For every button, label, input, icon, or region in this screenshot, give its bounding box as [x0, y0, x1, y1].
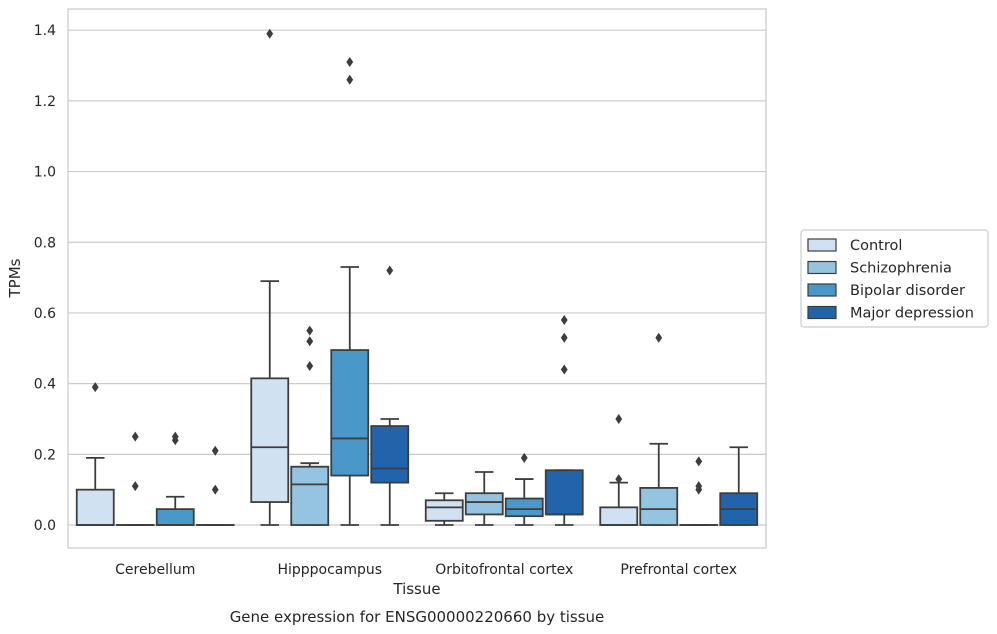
- outlier-point: [615, 474, 623, 485]
- outlier-point: [695, 456, 703, 467]
- outlier-point: [346, 57, 354, 68]
- outlier-point: [346, 74, 354, 85]
- y-tick-label: 0.0: [34, 518, 56, 534]
- box-major-depression: [719, 446, 759, 526]
- box-body: [155, 508, 195, 526]
- outlier-point: [306, 336, 314, 347]
- legend-label: Bipolar disorder: [850, 283, 965, 299]
- x-tick-label: Hipppocampus: [277, 562, 382, 578]
- box-body: [250, 377, 290, 503]
- outlier-point: [211, 484, 219, 495]
- box-control: [599, 413, 639, 526]
- box-plot-marks: [75, 28, 759, 526]
- box-body: [370, 425, 410, 484]
- box-body: [639, 487, 679, 526]
- outlier-point: [306, 325, 314, 336]
- x-tick-label: Prefrontal cortex: [620, 562, 737, 578]
- box-bipolar-disorder: [330, 57, 370, 526]
- outlier-point: [560, 364, 568, 375]
- outlier-point: [520, 452, 528, 463]
- x-axis-ticks: Cerebellum Hipppocampus Orbitofrontal cort…: [115, 562, 737, 578]
- y-tick-label: 1.2: [34, 94, 56, 110]
- y-axis-title: TPMs: [6, 258, 24, 298]
- box-schizophrenia: [639, 332, 679, 526]
- box-control: [424, 492, 464, 526]
- outlier-point: [131, 481, 139, 492]
- box-body: [544, 469, 584, 516]
- outlier-point: [171, 431, 179, 442]
- outlier-point: [266, 28, 274, 39]
- box-schizophrenia: [290, 325, 330, 526]
- y-tick-label: 0.8: [34, 235, 56, 251]
- gridlines: [68, 29, 766, 526]
- box-control: [75, 382, 115, 526]
- box-major-depression: [370, 265, 410, 526]
- box-body: [424, 499, 464, 522]
- y-tick-label: 0.4: [34, 377, 56, 393]
- legend-swatch: [807, 260, 837, 275]
- y-axis-ticks: 0.0 0.2 0.4 0.6 0.8 1.0 1.2 1.4: [34, 23, 56, 534]
- outlier-point: [91, 382, 99, 393]
- y-tick-label: 0.2: [34, 447, 56, 463]
- box-body: [330, 349, 370, 477]
- outlier-point: [306, 360, 314, 371]
- box-control: [250, 28, 290, 526]
- box-body: [504, 497, 544, 518]
- outlier-point: [695, 481, 703, 492]
- box-bipolar-disorder: [155, 431, 195, 526]
- legend-label: Major depression: [850, 306, 974, 322]
- outlier-point: [560, 315, 568, 326]
- outlier-point: [560, 332, 568, 343]
- box-body: [464, 492, 504, 516]
- box-major-depression: [544, 315, 584, 526]
- outlier-point: [131, 431, 139, 442]
- box-major-depression: [195, 445, 235, 526]
- outlier-point: [615, 413, 623, 424]
- box-bipolar-disorder: [679, 456, 719, 526]
- legend-swatch: [807, 305, 837, 320]
- legend-swatch: [807, 283, 837, 297]
- box-schizophrenia: [464, 471, 504, 526]
- outlier-point: [655, 332, 663, 343]
- box-body: [599, 506, 639, 526]
- legend-swatch: [807, 238, 837, 252]
- x-axis-title: Tissue: [392, 580, 440, 598]
- y-tick-label: 1.4: [34, 23, 56, 39]
- box-body: [75, 488, 115, 526]
- legend: Control Schizophrenia Bipolar disorder Majo…: [800, 229, 989, 328]
- box-schizophrenia: [115, 431, 155, 526]
- legend-label: Control: [850, 238, 902, 254]
- legend-frame: [800, 229, 989, 328]
- box-bipolar-disorder: [504, 452, 544, 526]
- x-tick-label: Cerebellum: [115, 562, 195, 578]
- outlier-point: [211, 445, 219, 456]
- legend-label: Schizophrenia: [850, 261, 952, 277]
- plot-frame: [67, 8, 767, 549]
- outlier-point: [386, 265, 394, 276]
- x-tick-label: Orbitofrontal cortex: [435, 562, 573, 578]
- y-tick-label: 0.6: [34, 306, 56, 322]
- chart-caption: Gene expression for ENSG00000220660 by t…: [230, 608, 605, 626]
- y-tick-label: 1.0: [34, 165, 56, 181]
- box-body: [290, 465, 330, 526]
